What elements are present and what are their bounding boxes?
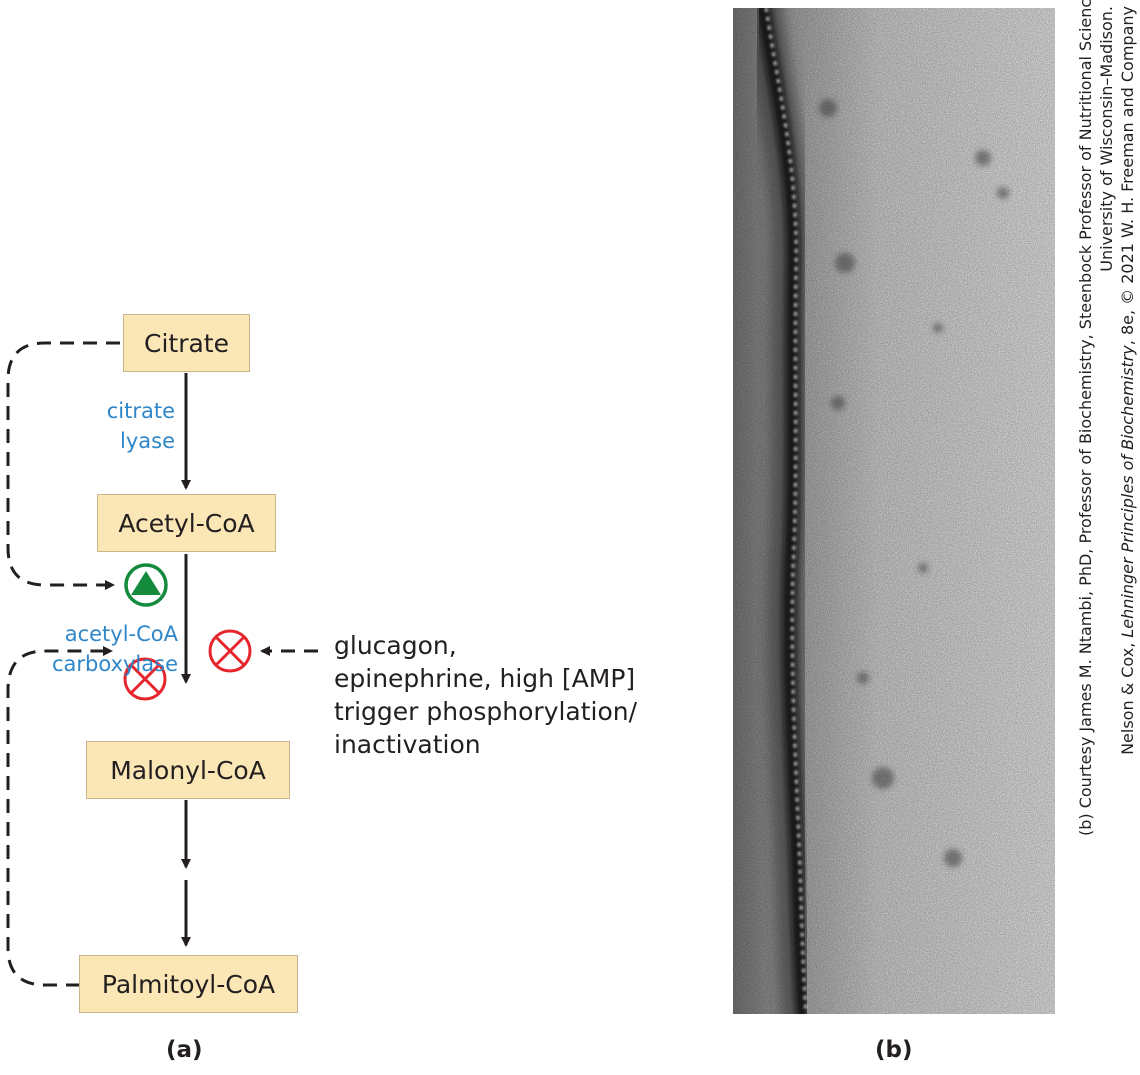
enzyme-acc-line1: acetyl-CoA (64, 622, 178, 646)
node-citrate: Citrate (123, 314, 250, 372)
inhibitor-icon-hormone (208, 629, 252, 673)
enzyme-citrate-lyase-line2: lyase (120, 429, 175, 453)
hormone-text-line3: trigger phosphorylation/ (334, 697, 638, 726)
panel-b-label: (b) (875, 1037, 913, 1063)
hormone-text-line4: inactivation (334, 730, 481, 759)
hormone-text-line1: glucagon, (334, 631, 457, 660)
hormone-text-line2: epinephrine, high [AMP] (334, 664, 636, 693)
inhibitor-icon-feedback (123, 657, 167, 701)
node-malonyl-coa: Malonyl-CoA (86, 741, 290, 799)
node-palmitoyl-coa-label: Palmitoyl-CoA (101, 969, 276, 999)
enzyme-citrate-lyase-line1: citrate (106, 399, 175, 423)
enzyme-citrate-lyase: citrate lyase (95, 396, 175, 456)
credit-line-1: (b) Courtesy James M. Ntambi, PhD, Profe… (1076, 0, 1095, 836)
node-acetyl-coa-label: Acetyl-CoA (118, 508, 255, 538)
enzyme-acetyl-coa-carboxylase: acetyl-CoA carboxylase (38, 619, 178, 679)
pathway-diagram-arrows (6, 341, 318, 987)
panel-a-label: (a) (166, 1037, 203, 1063)
node-acetyl-coa: Acetyl-CoA (97, 494, 276, 552)
credit-book-title: Lehninger Principles of Biochemistry (1118, 345, 1137, 638)
node-citrate-label: Citrate (144, 328, 229, 358)
node-malonyl-coa-label: Malonyl-CoA (110, 755, 266, 785)
credit-line-3-post: , 8e, © 2021 W. H. Freeman and Company (1118, 6, 1137, 346)
credit-line-3: Nelson & Cox, Lehninger Principles of Bi… (1117, 6, 1138, 836)
dashed-arrow-palmitoyl-inhibition (6, 646, 113, 987)
dashed-arrow-citrate-activation (6, 341, 120, 590)
credit-line-2: University of Wisconsin–Madison. (1097, 6, 1116, 272)
credit-line-3-pre: Nelson & Cox, (1118, 637, 1137, 755)
image-credit: (b) Courtesy James M. Ntambi, PhD, Profe… (1075, 0, 1138, 836)
electron-micrograph-image (733, 8, 1055, 1014)
activator-icon (124, 563, 168, 607)
hormone-regulation-text: glucagon, epinephrine, high [AMP] trigge… (334, 629, 637, 761)
enzyme-acc-line2: carboxylase (52, 652, 178, 676)
node-palmitoyl-coa: Palmitoyl-CoA (79, 955, 298, 1013)
